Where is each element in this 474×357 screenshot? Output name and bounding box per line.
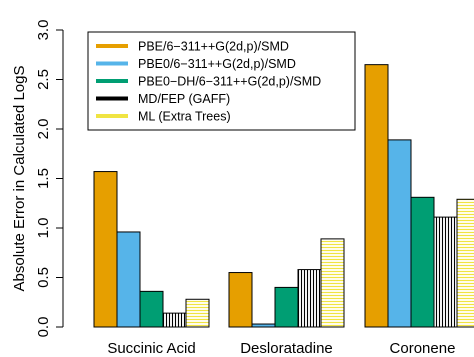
category-label-coronene: Coronene: [390, 340, 456, 357]
y-tick-label: 1.0: [35, 218, 52, 239]
category-label-succinic-acid: Succinic Acid: [107, 340, 195, 357]
category-label-desloratadine: Desloratadine: [240, 340, 333, 357]
bar-coronene-2: [387, 139, 412, 328]
bar-succinic-acid-1: [93, 171, 118, 328]
legend-label-5: ML (Extra Trees): [138, 110, 231, 124]
y-tick-label: 2.5: [35, 69, 52, 90]
bar-desloratadine-2: [251, 323, 276, 328]
category-labels: Succinic Acid Desloratadine Coronene: [107, 340, 455, 357]
bar-desloratadine-5: [320, 238, 345, 328]
bar-succinic-acid-4: [162, 312, 187, 328]
bar-coronene-4: [433, 216, 458, 328]
legend-label-1: PBE/6−311++G(2d,p)/SMD: [138, 40, 289, 54]
bar-coronene-5: [456, 198, 474, 328]
legend-label-4: MD/FEP (GAFF): [138, 92, 230, 106]
bar-coronene-1: [364, 64, 389, 328]
legend: PBE/6−311++G(2d,p)/SMD PBE0/6−311++G(2d,p…: [87, 31, 356, 131]
legend-label-2: PBE0/6−311++G(2d,p)/SMD: [138, 57, 296, 71]
bar-desloratadine-4: [297, 269, 322, 328]
bar-succinic-acid-5: [185, 298, 210, 328]
y-tick-label: 2.0: [35, 119, 52, 140]
y-tick-label: 1.5: [35, 168, 52, 189]
y-tick-label: 3.0: [35, 20, 52, 41]
y-tick-label: 0.0: [35, 317, 52, 338]
bar-desloratadine-1: [228, 272, 253, 328]
legend-label-3: PBE0−DH/6−311++G(2d,p)/SMD: [138, 75, 321, 89]
legend-box: [87, 31, 356, 131]
y-tick-label: 0.5: [35, 267, 52, 288]
y-axis-title: Absolute Error in Calculated LogS: [11, 66, 28, 292]
bar-coronene-3: [410, 196, 435, 328]
bar-succinic-acid-2: [116, 231, 141, 328]
bars-group: [93, 64, 474, 328]
y-axis: 0.0 0.5 1.0 1.5 2.0 2.5 3.0: [35, 20, 64, 338]
bar-desloratadine-3: [274, 286, 299, 328]
bar-succinic-acid-3: [139, 290, 164, 328]
